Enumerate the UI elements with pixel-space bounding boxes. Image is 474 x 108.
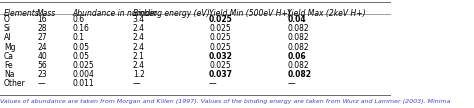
Text: 1.2: 1.2 [133,70,145,79]
Text: 0.082: 0.082 [287,70,311,79]
Text: O: O [4,15,10,24]
Text: 0.025: 0.025 [209,61,231,70]
Text: 0.025: 0.025 [73,61,94,70]
Text: 0.16: 0.16 [73,24,89,33]
Text: 40: 40 [37,52,47,61]
Text: Abundance in number: Abundance in number [73,9,157,18]
Text: 0.011: 0.011 [73,79,94,88]
Text: 0.082: 0.082 [287,43,309,52]
Text: 3.4: 3.4 [133,15,145,24]
Text: 2.4: 2.4 [133,24,145,33]
Text: 0.05: 0.05 [73,52,89,61]
Text: 0.082: 0.082 [287,24,309,33]
Text: Mass: Mass [37,9,56,18]
Text: Values of abundance are taken from Morgan and Killen (1997). Values of the bindi: Values of abundance are taken from Morga… [0,99,450,104]
Text: 28: 28 [37,24,46,33]
Text: 0.025: 0.025 [209,15,233,24]
Text: 0.1: 0.1 [73,33,84,42]
Text: Binding energy (eV): Binding energy (eV) [133,9,210,18]
Text: Other: Other [4,79,26,88]
Text: 2.1: 2.1 [133,52,145,61]
Text: Yield Min (500eV H+): Yield Min (500eV H+) [209,9,291,18]
Text: 23: 23 [37,70,47,79]
Text: 2.4: 2.4 [133,61,145,70]
Text: 27: 27 [37,33,47,42]
Text: Mg: Mg [4,43,16,52]
Text: —: — [37,79,45,88]
Text: 0.6: 0.6 [73,15,84,24]
Text: 0.06: 0.06 [287,52,306,61]
Text: 0.025: 0.025 [209,33,231,42]
Text: 0.037: 0.037 [209,70,233,79]
Text: 2.4: 2.4 [133,33,145,42]
Text: —: — [287,79,295,88]
Text: 0.025: 0.025 [209,24,231,33]
Text: Al: Al [4,33,11,42]
Text: 2.4: 2.4 [133,43,145,52]
Text: Yield Max (2keV H+): Yield Max (2keV H+) [287,9,366,18]
Text: 0.05: 0.05 [73,43,89,52]
Text: Fe: Fe [4,61,12,70]
Text: 0.032: 0.032 [209,52,233,61]
Text: 0.082: 0.082 [287,61,309,70]
Text: Na: Na [4,70,14,79]
Text: —: — [209,79,217,88]
Text: 0.082: 0.082 [287,33,309,42]
Text: —: — [133,79,140,88]
Text: 0.004: 0.004 [73,70,94,79]
Text: 24: 24 [37,43,47,52]
Text: 56: 56 [37,61,47,70]
Text: Si: Si [4,24,11,33]
Text: 16: 16 [37,15,47,24]
Text: 0.04: 0.04 [287,15,306,24]
Text: Ca: Ca [4,52,14,61]
Text: 0.025: 0.025 [209,43,231,52]
Text: Elements: Elements [4,9,40,18]
